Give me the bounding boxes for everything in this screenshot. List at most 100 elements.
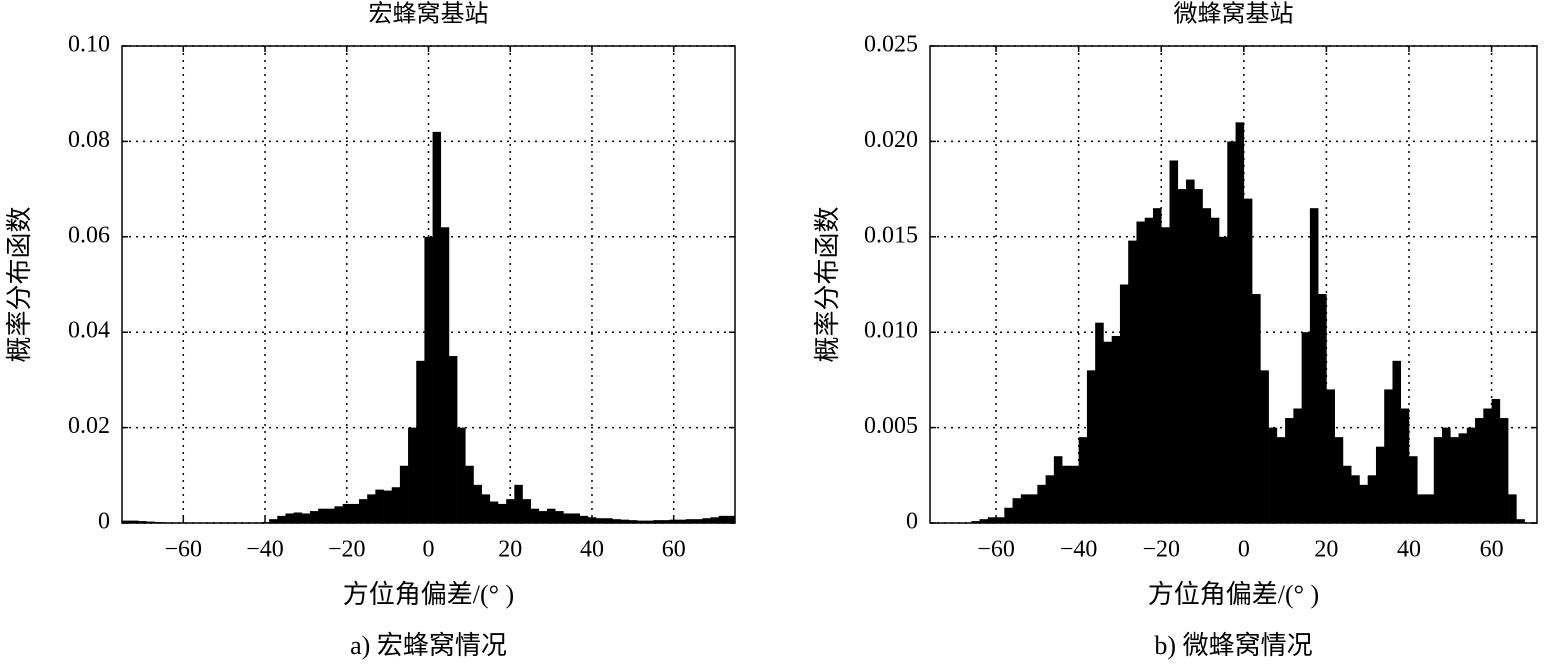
- y-tick-label: 0.04: [68, 318, 110, 344]
- bar: [530, 508, 540, 523]
- bar: [1235, 122, 1245, 523]
- bar: [399, 465, 409, 523]
- bar: [138, 521, 147, 523]
- x-tick-label: −40: [1060, 537, 1098, 563]
- bar: [1384, 389, 1393, 523]
- bar: [645, 520, 654, 523]
- bar: [1152, 208, 1162, 523]
- bar: [1194, 189, 1203, 523]
- bar: [1375, 446, 1385, 523]
- bar: [318, 508, 327, 523]
- bar: [1301, 332, 1311, 523]
- bar: [1169, 160, 1179, 524]
- bar: [677, 519, 687, 523]
- y-tick-label: 0.10: [68, 32, 110, 58]
- bar: [1012, 498, 1022, 523]
- x-tick-label: −40: [246, 537, 284, 563]
- bar: [1161, 227, 1170, 523]
- bar: [334, 506, 343, 523]
- bar: [1252, 294, 1261, 523]
- bar: [1202, 208, 1212, 523]
- bar: [367, 494, 376, 523]
- bar: [547, 508, 556, 523]
- bar: [1111, 336, 1121, 523]
- bar: [1227, 141, 1236, 523]
- bar: [571, 513, 581, 523]
- bar: [1516, 519, 1525, 523]
- y-tick-label: 0.015: [864, 222, 918, 248]
- x-tick-label: −60: [977, 537, 1015, 563]
- bar: [416, 360, 425, 523]
- x-tick-label: 20: [1314, 537, 1338, 563]
- bar: [1417, 494, 1426, 523]
- x-tick-label: 40: [580, 537, 604, 563]
- chart-title: 宏蜂窝基站: [369, 1, 489, 28]
- bar: [653, 520, 662, 523]
- bar: [971, 521, 980, 523]
- bar: [1499, 418, 1509, 523]
- caption: b) 微蜂窝情况: [1154, 631, 1312, 660]
- x-tick-label: 0: [423, 537, 435, 563]
- x-tick-label: −20: [1142, 537, 1180, 563]
- bar: [1219, 236, 1228, 524]
- x-tick-label: 60: [662, 537, 686, 563]
- y-tick-label: 0.02: [68, 413, 110, 439]
- x-tick-label: 60: [1480, 537, 1504, 563]
- x-axis-label: 方位角偏差/(° ): [343, 580, 514, 609]
- bar: [1408, 456, 1418, 523]
- bar: [702, 518, 711, 523]
- bar: [326, 508, 335, 523]
- bar: [497, 503, 507, 523]
- bar: [620, 519, 630, 523]
- bar: [555, 511, 564, 523]
- bar: [440, 227, 450, 523]
- bar: [1425, 494, 1435, 523]
- bar: [1400, 408, 1410, 523]
- bar: [718, 515, 728, 523]
- bar: [1351, 475, 1360, 523]
- bar: [514, 484, 523, 523]
- bar: [726, 515, 736, 523]
- bar: [285, 513, 294, 523]
- bar: [1309, 208, 1319, 523]
- bar: [269, 519, 278, 523]
- bar: [481, 494, 491, 523]
- bar: [1342, 465, 1352, 523]
- y-tick-label: 0.005: [864, 413, 918, 439]
- bar: [432, 131, 442, 524]
- x-tick-label: 20: [498, 537, 522, 563]
- y-tick-label: 0: [906, 509, 918, 535]
- bar: [1367, 475, 1377, 523]
- x-tick-label: −60: [165, 537, 203, 563]
- x-axis-label: 方位角偏差/(° ): [1148, 580, 1319, 609]
- bar: [1318, 294, 1327, 523]
- bar: [522, 499, 531, 523]
- y-tick-label: 0: [98, 509, 110, 535]
- bar: [1070, 465, 1079, 523]
- bar: [1466, 427, 1476, 523]
- x-tick-label: 0: [1238, 537, 1250, 563]
- bar: [277, 515, 286, 523]
- bar: [1037, 484, 1046, 523]
- bar: [130, 520, 139, 523]
- bar: [1020, 494, 1030, 523]
- bar: [1128, 240, 1137, 523]
- bar: [1334, 437, 1344, 523]
- bar: [996, 517, 1005, 523]
- bar: [1508, 494, 1517, 523]
- bar: [538, 511, 548, 523]
- bar: [1053, 456, 1063, 523]
- bar: [465, 465, 474, 523]
- bar: [579, 515, 589, 523]
- bar: [424, 236, 433, 524]
- bar: [408, 427, 417, 523]
- bar: [391, 487, 401, 523]
- bar: [1078, 437, 1088, 523]
- bar: [612, 519, 621, 523]
- bar: [448, 356, 458, 523]
- bar: [1062, 465, 1071, 523]
- y-tick-label: 0.010: [864, 318, 918, 344]
- bar: [309, 511, 319, 523]
- bar: [489, 501, 499, 523]
